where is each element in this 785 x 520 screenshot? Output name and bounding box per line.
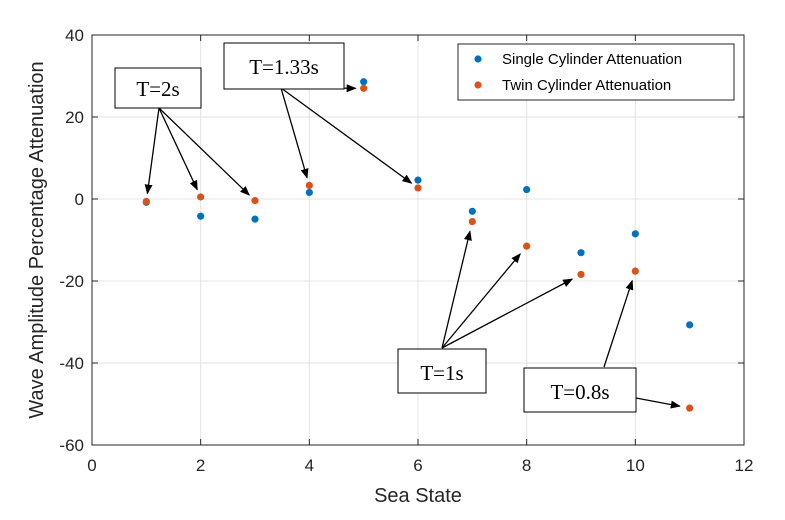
legend-box: [457, 43, 735, 101]
y-tick-label: -60: [59, 436, 84, 455]
twin-cylinder-point: [414, 184, 422, 192]
twin-cylinder-point: [305, 181, 313, 190]
twin-cylinder-point: [251, 197, 259, 205]
single-cylinder-point: [251, 215, 259, 223]
y-tick-label: -20: [59, 272, 84, 291]
single-cylinder-point: [577, 249, 585, 257]
twin-cylinder-point: [577, 270, 585, 279]
y-tick-label: 40: [65, 26, 84, 45]
legend-label-single: Single Cylinder Attenuation: [502, 51, 682, 68]
annotation-label: T=0.8s: [550, 380, 609, 404]
annotation-box: [223, 42, 345, 90]
tick-labels: 0 2 4 6 8 10 12 -60 -40 -20 0 20 40: [59, 26, 753, 475]
y-tick-label: 0: [75, 190, 84, 209]
annotation-arrow: [158, 107, 198, 191]
x-tick-label: 2: [196, 456, 205, 475]
annotation-arrow: [441, 253, 521, 349]
x-tick-label: 12: [735, 456, 754, 475]
annotation-arrow: [603, 279, 634, 368]
single-cylinder-point: [414, 176, 422, 184]
x-tick-label: 0: [87, 456, 96, 475]
x-axis-label: Sea State: [374, 485, 462, 507]
legend: Single Cylinder Attenuation Twin Cylinde…: [457, 43, 735, 101]
y-tick-label: 20: [65, 108, 84, 127]
single-cylinder-point: [523, 185, 531, 194]
y-tick-label: -40: [59, 354, 84, 373]
twin-cylinder-point: [686, 404, 694, 412]
single-cylinder-point: [468, 207, 476, 215]
single-cylinder-point: [631, 230, 639, 238]
annotation-arrow: [158, 107, 250, 196]
annotation-arrow: [441, 230, 472, 349]
annotation-box: [114, 67, 202, 109]
single-cylinder-point: [360, 78, 368, 86]
annotation-arrow: [280, 87, 413, 184]
annotations: T=2s T=1.33s T=1s T=0.8s: [114, 42, 637, 413]
annotation-arrow: [280, 87, 309, 179]
annotation-label: T=2s: [136, 77, 179, 101]
single-cylinder-point: [686, 321, 694, 329]
y-axis-label: Wave Amplitude Percentage Attenuation: [26, 61, 48, 418]
legend-marker-twin: [474, 81, 482, 89]
twin-cylinder-point: [523, 242, 531, 250]
x-tick-label: 4: [305, 456, 314, 475]
twin-cylinder-point: [142, 197, 150, 206]
legend-marker-single: [474, 55, 482, 63]
single-cylinder-point: [305, 188, 313, 197]
x-tick-label: 8: [522, 456, 531, 475]
annotation-arrows: [144, 84, 681, 409]
annotation-box: [523, 367, 637, 413]
data-points: [142, 78, 694, 412]
annotation-arrow: [635, 397, 681, 409]
annotation-box: [397, 348, 487, 394]
single-cylinder-point: [197, 212, 205, 220]
x-tick-label: 10: [626, 456, 645, 475]
annotation-label: T=1s: [420, 361, 463, 385]
annotation-label: T=1.33s: [249, 55, 319, 79]
twin-cylinder-point: [197, 193, 205, 201]
twin-cylinder-point: [468, 217, 476, 226]
annotation-arrow: [441, 278, 574, 349]
twin-cylinder-point: [360, 84, 368, 92]
axis-ticks: [91, 34, 745, 446]
twin-cylinder-point: [631, 267, 639, 275]
annotation-arrow: [144, 107, 160, 195]
legend-label-twin: Twin Cylinder Attenuation: [502, 77, 671, 94]
x-tick-label: 6: [413, 456, 422, 475]
